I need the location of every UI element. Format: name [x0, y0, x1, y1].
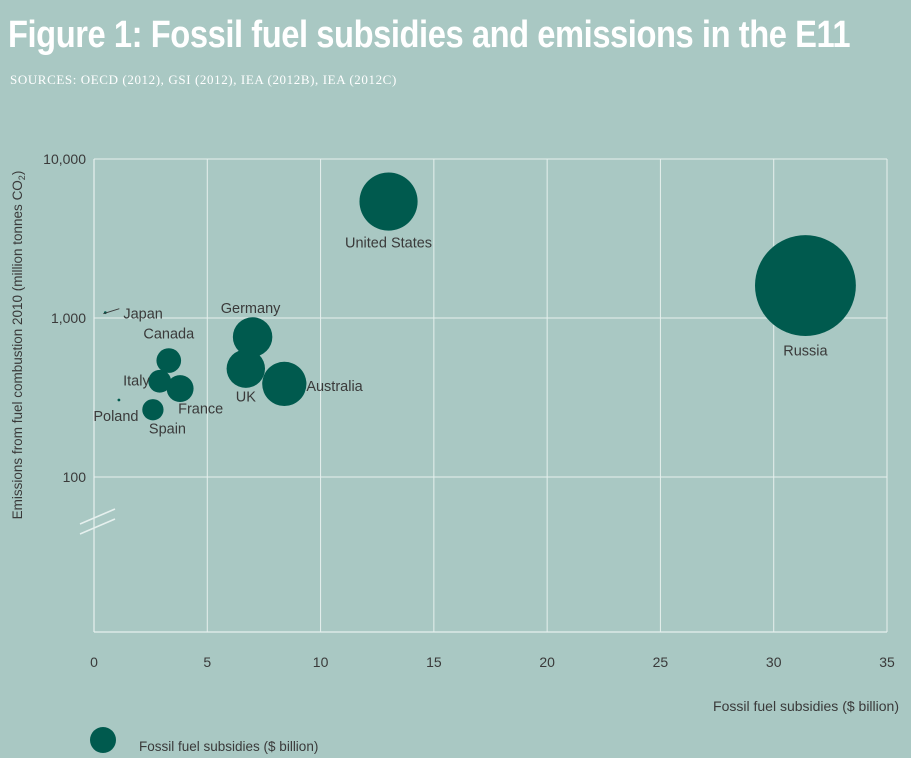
data-label: United States — [345, 236, 432, 252]
y-tick-label: 1,000 — [51, 310, 86, 326]
data-label: Poland — [93, 409, 138, 425]
figure-title: Figure 1: Fossil fuel subsidies and emis… — [8, 14, 851, 56]
legend-marker — [90, 727, 116, 753]
data-label: Italy — [123, 373, 150, 389]
data-label: Australia — [306, 379, 363, 395]
axis-break-mark — [79, 518, 116, 535]
bubble-point — [156, 348, 182, 373]
bubble-point — [142, 399, 164, 421]
bubble-point — [262, 361, 307, 407]
x-tick-label: 10 — [313, 654, 329, 670]
y-tick-label: 10,000 — [43, 151, 86, 167]
bubble-point — [226, 349, 266, 388]
data-label: Germany — [221, 301, 281, 317]
leader-line — [103, 308, 120, 315]
bubble-point — [754, 235, 856, 336]
x-tick-label: 0 — [90, 654, 98, 670]
bubble-point — [148, 369, 172, 393]
axis-break-mark — [79, 508, 116, 525]
x-tick-label: 35 — [879, 654, 895, 670]
data-label: Japan — [123, 307, 163, 323]
x-tick-label: 25 — [653, 654, 669, 670]
data-label: UK — [236, 390, 256, 406]
bubble-point — [166, 375, 194, 403]
bubble-point — [232, 317, 273, 357]
x-tick-label: 5 — [203, 654, 211, 670]
data-label: Canada — [143, 327, 195, 343]
bubble-point — [117, 398, 121, 402]
x-tick-label: 30 — [766, 654, 782, 670]
y-axis-label: Emissions from fuel combustion 2010 (mil… — [10, 171, 27, 520]
x-tick-label: 15 — [426, 654, 442, 670]
x-tick-label: 20 — [539, 654, 555, 670]
bubble-point — [359, 172, 418, 231]
y-tick-label: 100 — [63, 469, 87, 485]
figure-sources: SOURCES: OECD (2012), GSI (2012), IEA (2… — [10, 72, 397, 87]
data-label: Russia — [783, 344, 828, 360]
legend-label: Fossil fuel subsidies ($ billion) — [139, 739, 318, 754]
data-label: France — [178, 402, 223, 418]
x-axis-label: Fossil fuel subsidies ($ billion) — [713, 698, 899, 714]
data-label: Spain — [149, 422, 186, 438]
